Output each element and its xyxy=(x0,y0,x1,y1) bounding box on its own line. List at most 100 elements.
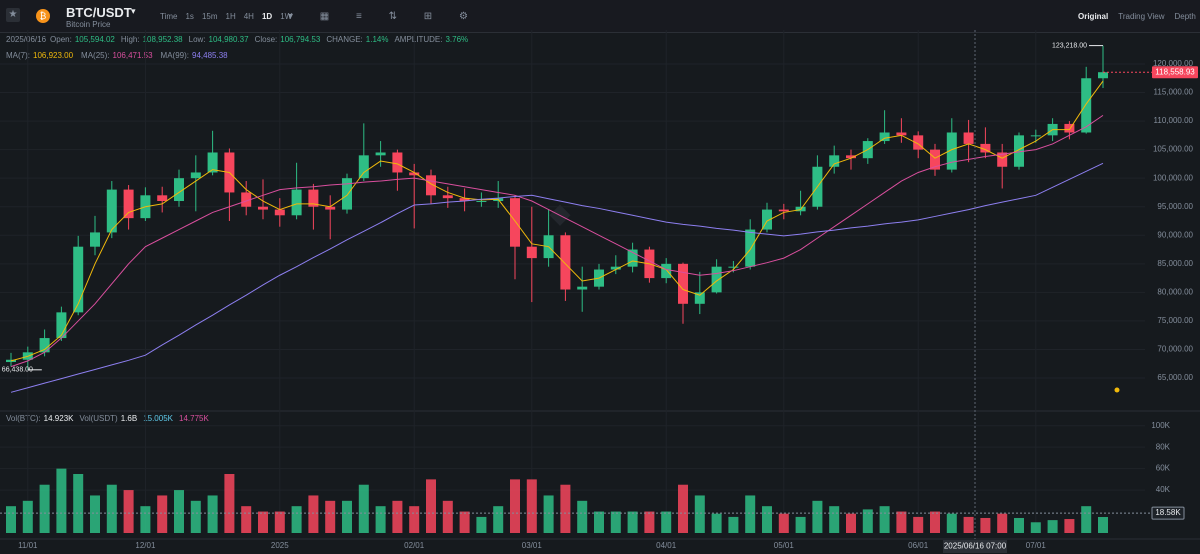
volume-bar xyxy=(745,495,756,533)
volume-bar xyxy=(728,516,739,533)
candle-body xyxy=(90,232,100,247)
candle-body xyxy=(342,178,352,210)
interval-bar: Time 1s 15m 1H 4H 1D 1W xyxy=(160,12,300,21)
volume-bar xyxy=(1047,520,1058,533)
interval-tab[interactable]: 15m xyxy=(201,12,218,21)
dropdown-arrow[interactable]: ▾ xyxy=(131,6,136,16)
volume-bar xyxy=(846,513,856,533)
volume-bar xyxy=(22,500,33,533)
pair-subtitle: Bitcoin Price xyxy=(66,20,111,29)
volume-bar xyxy=(39,484,50,533)
candle-body xyxy=(913,135,924,150)
candle-body xyxy=(711,266,722,293)
info-key: High: xyxy=(120,35,140,44)
ohlc-info: 2025/06/16 Open: 105,594.02 High: 108,952.38… xyxy=(6,35,474,44)
volume-bar xyxy=(157,495,168,533)
last-price-tag xyxy=(1152,66,1198,79)
y-tick-label: 95,000.00 xyxy=(1157,202,1193,211)
volume-bar xyxy=(1030,522,1041,533)
candle-body xyxy=(241,192,252,207)
interval-tab[interactable]: 1D xyxy=(261,12,273,21)
watermark: ◆ xyxy=(549,198,571,228)
info-key: CHANGE: xyxy=(326,35,363,44)
toolbar-icons[interactable]: ▾ ▦ ≡ ⇅ ⊞ ⚙ xyxy=(288,11,480,22)
volume-legend: Vol(BTC): 14.923K Vol(USDT) 1.6B 15.005K 14.7… xyxy=(6,414,209,423)
volume-bar xyxy=(342,500,352,533)
volume-bar xyxy=(762,506,772,533)
info-key: Open: xyxy=(50,35,72,44)
pair-title[interactable]: BTC/USDT xyxy=(66,5,132,20)
candle-body xyxy=(1064,123,1075,133)
volume-bar xyxy=(678,484,688,533)
candle-body xyxy=(980,143,991,153)
y-tick-label: 85,000.00 xyxy=(1157,259,1193,268)
candle-body xyxy=(829,155,840,167)
volume-bar xyxy=(560,484,571,533)
info-value: 105,594.02 xyxy=(74,35,115,44)
ma-line xyxy=(10,114,1104,368)
ma-value: 106,923.00 xyxy=(33,51,74,60)
volume-bar xyxy=(610,511,621,533)
view-tab[interactable]: Trading View xyxy=(1118,12,1165,21)
volume-bar xyxy=(6,506,16,533)
volume-bar xyxy=(291,506,302,533)
info-value: 1.14% xyxy=(365,35,389,44)
favorite-icon[interactable]: ★ xyxy=(6,8,20,22)
candle-body xyxy=(728,266,739,268)
ma-name: MA(99): xyxy=(160,51,189,60)
candle-body xyxy=(190,172,201,179)
volume-bar xyxy=(644,511,655,533)
interval-tab[interactable]: 1W xyxy=(280,12,293,21)
vol-tick-label: 100K xyxy=(1151,421,1170,430)
volume-bar xyxy=(308,495,319,533)
interval-tab[interactable]: 1s xyxy=(185,12,194,21)
volume-bar xyxy=(375,506,386,533)
volume-bar xyxy=(190,500,201,533)
candle-body xyxy=(610,266,621,270)
volume-bar xyxy=(123,490,134,533)
x-tick-label: 11/01 xyxy=(18,541,38,550)
interval-tab[interactable]: Time xyxy=(160,12,178,21)
candle-body xyxy=(308,189,319,207)
interval-tab[interactable]: 1H xyxy=(225,12,236,21)
volume-bar xyxy=(627,511,638,533)
candle-body xyxy=(459,198,470,202)
y-tick-label: 80,000.00 xyxy=(1157,287,1193,296)
x-tick-label: 04/01 xyxy=(656,541,677,550)
candle-body xyxy=(442,195,453,199)
candle-body xyxy=(762,209,772,230)
ma-value: 94,485.38 xyxy=(192,51,228,60)
vol-ma: 14.775K xyxy=(179,414,209,423)
volume-bar xyxy=(258,511,268,533)
x-tick-label: 05/01 xyxy=(774,541,795,550)
volume-bar xyxy=(946,513,957,533)
volume-bar xyxy=(694,495,705,533)
candle-body xyxy=(174,178,184,202)
candle-body xyxy=(1098,72,1108,79)
volume-bar xyxy=(493,506,504,533)
volume-bar xyxy=(476,516,487,533)
candle-body xyxy=(409,172,420,176)
interval-tab[interactable]: 4H xyxy=(243,12,254,21)
alert-dot xyxy=(1114,387,1120,393)
volume-bar xyxy=(510,479,520,533)
volume-bar xyxy=(106,484,117,533)
volume-bar xyxy=(1064,519,1075,533)
y-tick-label: 90,000.00 xyxy=(1157,230,1193,239)
candle-body xyxy=(846,155,856,159)
volume-bar xyxy=(930,511,940,533)
info-value: 104,980.37 xyxy=(208,35,249,44)
view-tab[interactable]: Depth xyxy=(1174,12,1196,21)
ma-line xyxy=(10,162,1104,393)
volume-bar xyxy=(913,516,924,533)
candle-body xyxy=(73,246,84,313)
volume-bar xyxy=(1014,517,1024,533)
volume-bar xyxy=(325,500,336,533)
view-tab[interactable]: Original xyxy=(1078,12,1109,21)
candle-body xyxy=(291,189,302,216)
crosshair-label: 2025/06/16 07:00 xyxy=(944,542,1007,551)
candle-body xyxy=(896,132,907,136)
info-value: 108,952.38 xyxy=(142,35,183,44)
candle-body xyxy=(963,132,974,144)
